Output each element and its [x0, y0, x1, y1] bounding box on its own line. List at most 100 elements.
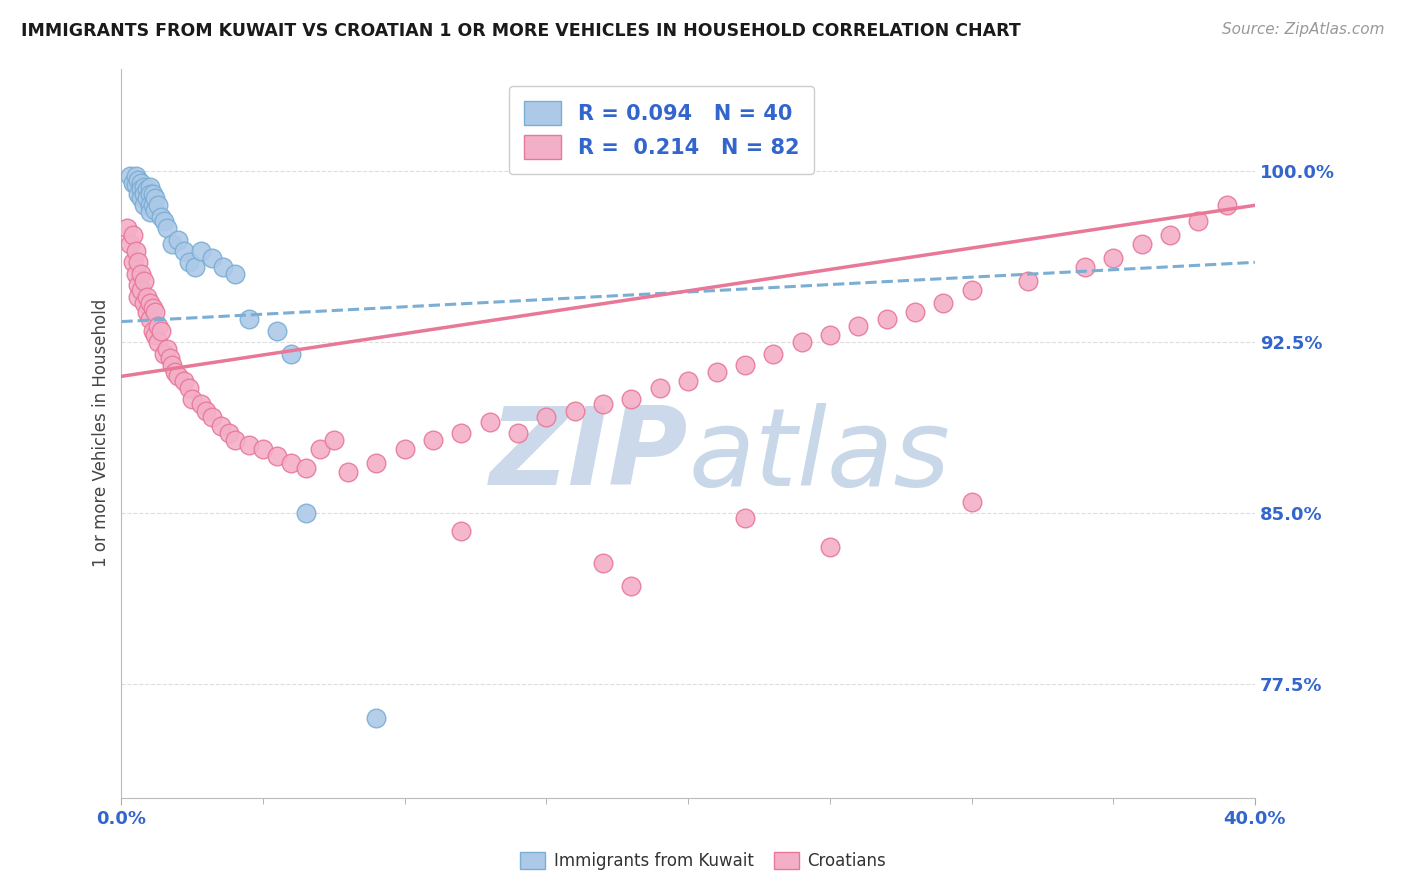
Point — [118, 237, 141, 252]
Point — [280, 346, 302, 360]
Point — [136, 289, 159, 303]
Point — [124, 178, 146, 192]
Point — [124, 267, 146, 281]
Point — [127, 278, 149, 293]
Point — [238, 312, 260, 326]
Point — [115, 221, 138, 235]
Point — [129, 267, 152, 281]
Point — [129, 182, 152, 196]
Point — [145, 305, 167, 319]
Point — [145, 328, 167, 343]
Legend: Immigrants from Kuwait, Croatians: Immigrants from Kuwait, Croatians — [513, 845, 893, 877]
Point — [676, 374, 699, 388]
Point — [294, 460, 316, 475]
Point — [153, 214, 176, 228]
Point — [1187, 214, 1209, 228]
Point — [308, 442, 330, 457]
Point — [156, 221, 179, 235]
Point — [136, 182, 159, 196]
Point — [150, 324, 173, 338]
Point — [129, 176, 152, 190]
Point — [648, 381, 671, 395]
Point — [127, 186, 149, 201]
Point — [932, 296, 955, 310]
Point — [238, 438, 260, 452]
Point — [142, 198, 165, 212]
Point — [136, 192, 159, 206]
Point — [620, 579, 643, 593]
Point — [209, 419, 232, 434]
Point — [1130, 237, 1153, 252]
Point — [422, 433, 444, 447]
Point — [148, 319, 170, 334]
Point — [139, 180, 162, 194]
Point — [179, 255, 201, 269]
Point — [145, 192, 167, 206]
Point — [124, 169, 146, 183]
Point — [156, 342, 179, 356]
Point — [142, 186, 165, 201]
Point — [148, 335, 170, 350]
Point — [139, 296, 162, 310]
Point — [139, 205, 162, 219]
Point — [218, 426, 240, 441]
Point — [165, 365, 187, 379]
Point — [201, 251, 224, 265]
Point — [592, 397, 614, 411]
Point — [1017, 274, 1039, 288]
Point — [129, 283, 152, 297]
Point — [224, 267, 246, 281]
Point — [139, 312, 162, 326]
Point — [127, 289, 149, 303]
Point — [129, 192, 152, 206]
Point — [478, 415, 501, 429]
Point — [366, 456, 388, 470]
Point — [132, 296, 155, 310]
Y-axis label: 1 or more Vehicles in Household: 1 or more Vehicles in Household — [93, 299, 110, 567]
Point — [1102, 251, 1125, 265]
Point — [266, 449, 288, 463]
Point — [337, 465, 360, 479]
Text: Source: ZipAtlas.com: Source: ZipAtlas.com — [1222, 22, 1385, 37]
Point — [706, 365, 728, 379]
Point — [790, 335, 813, 350]
Point — [118, 169, 141, 183]
Point — [145, 202, 167, 217]
Point — [592, 556, 614, 570]
Point — [181, 392, 204, 406]
Point — [734, 358, 756, 372]
Point — [162, 237, 184, 252]
Point — [121, 176, 143, 190]
Point — [846, 319, 869, 334]
Point — [179, 381, 201, 395]
Text: atlas: atlas — [688, 402, 950, 508]
Point — [904, 305, 927, 319]
Legend: R = 0.094   N = 40, R =  0.214   N = 82: R = 0.094 N = 40, R = 0.214 N = 82 — [509, 87, 814, 174]
Point — [762, 346, 785, 360]
Point — [201, 410, 224, 425]
Point — [127, 173, 149, 187]
Point — [121, 255, 143, 269]
Text: IMMIGRANTS FROM KUWAIT VS CROATIAN 1 OR MORE VEHICLES IN HOUSEHOLD CORRELATION C: IMMIGRANTS FROM KUWAIT VS CROATIAN 1 OR … — [21, 22, 1021, 40]
Point — [124, 244, 146, 258]
Point — [121, 227, 143, 242]
Point — [294, 506, 316, 520]
Point — [818, 541, 841, 555]
Point — [620, 392, 643, 406]
Point — [876, 312, 898, 326]
Point — [139, 186, 162, 201]
Point — [450, 426, 472, 441]
Point — [139, 198, 162, 212]
Point — [142, 301, 165, 315]
Point — [132, 274, 155, 288]
Point — [266, 324, 288, 338]
Point — [159, 351, 181, 365]
Point — [136, 305, 159, 319]
Point — [536, 410, 558, 425]
Point — [280, 456, 302, 470]
Point — [132, 186, 155, 201]
Point — [394, 442, 416, 457]
Point — [366, 711, 388, 725]
Point — [132, 180, 155, 194]
Point — [564, 403, 586, 417]
